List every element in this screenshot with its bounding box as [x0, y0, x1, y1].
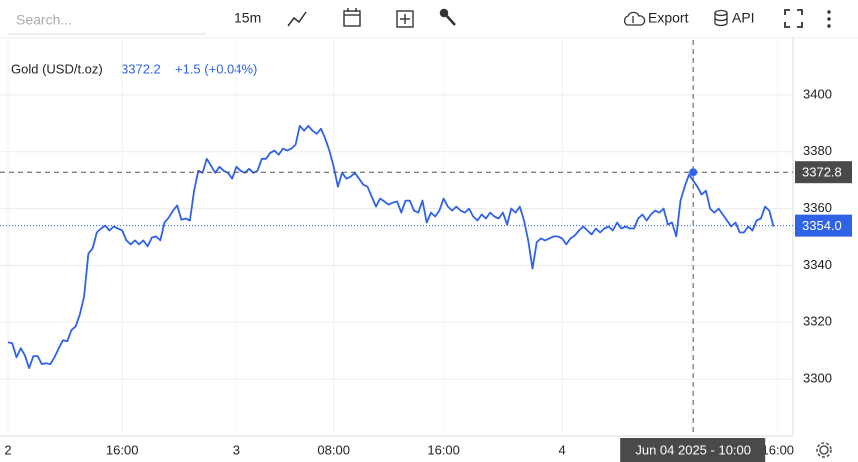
y-tick-label: 3400 [803, 86, 832, 101]
export-icon[interactable] [623, 11, 646, 26]
x-tick-label: 2 [4, 442, 11, 457]
chart-type-icon[interactable] [287, 11, 307, 27]
x-tick-label: 16:00 [106, 442, 139, 457]
crosshair-date-label: Jun 04 2025 - 10:00 [635, 442, 751, 457]
x-tick-label: 16:00 [427, 442, 460, 457]
api-button[interactable]: API [732, 10, 755, 26]
y-tick-label: 3320 [803, 314, 832, 329]
legend-change: +1.5 (+0.04%) [175, 61, 257, 76]
x-tick-label: 08:00 [317, 442, 350, 457]
indicator-icon[interactable] [396, 10, 414, 28]
crosshair-date-box [620, 438, 766, 462]
price-line [7, 125, 775, 370]
gear-icon[interactable] [816, 442, 832, 458]
fullscreen-icon[interactable] [784, 9, 803, 28]
last-price-label: 3354.0 [802, 218, 842, 233]
x-tick-label: 16:00 [762, 442, 795, 457]
x-tick-label: 4 [558, 442, 565, 457]
last-price-box [795, 214, 852, 237]
y-tick-label: 3380 [803, 143, 832, 158]
y-tick-label: 3340 [803, 257, 832, 272]
search-input[interactable]: Search... [16, 12, 72, 28]
calendar-icon[interactable] [343, 8, 361, 27]
more-icon[interactable] [827, 10, 831, 28]
crosshair-value-label: 3372.8 [802, 165, 842, 180]
export-button[interactable]: Export [648, 10, 689, 26]
legend-price: 3372.2 [121, 61, 161, 76]
crosshair-point [689, 168, 698, 177]
api-icon[interactable] [714, 9, 728, 27]
legend-symbol: Gold (USD/t.oz) [11, 61, 103, 76]
settings-tool-icon[interactable] [439, 8, 456, 26]
x-tick-label: 3 [233, 442, 240, 457]
y-tick-label: 3300 [803, 371, 832, 386]
crosshair-value-box [795, 161, 852, 184]
interval-button[interactable]: 15m [234, 10, 261, 26]
y-tick-label: 3360 [803, 200, 832, 215]
